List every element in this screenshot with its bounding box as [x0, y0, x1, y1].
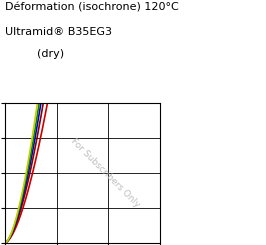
Text: (dry): (dry) [37, 49, 64, 59]
Text: Déformation (isochrone) 120°C: Déformation (isochrone) 120°C [5, 2, 179, 12]
Text: Ultramid® B35EG3: Ultramid® B35EG3 [5, 27, 112, 37]
Text: For Subscribers Only: For Subscribers Only [69, 136, 142, 209]
